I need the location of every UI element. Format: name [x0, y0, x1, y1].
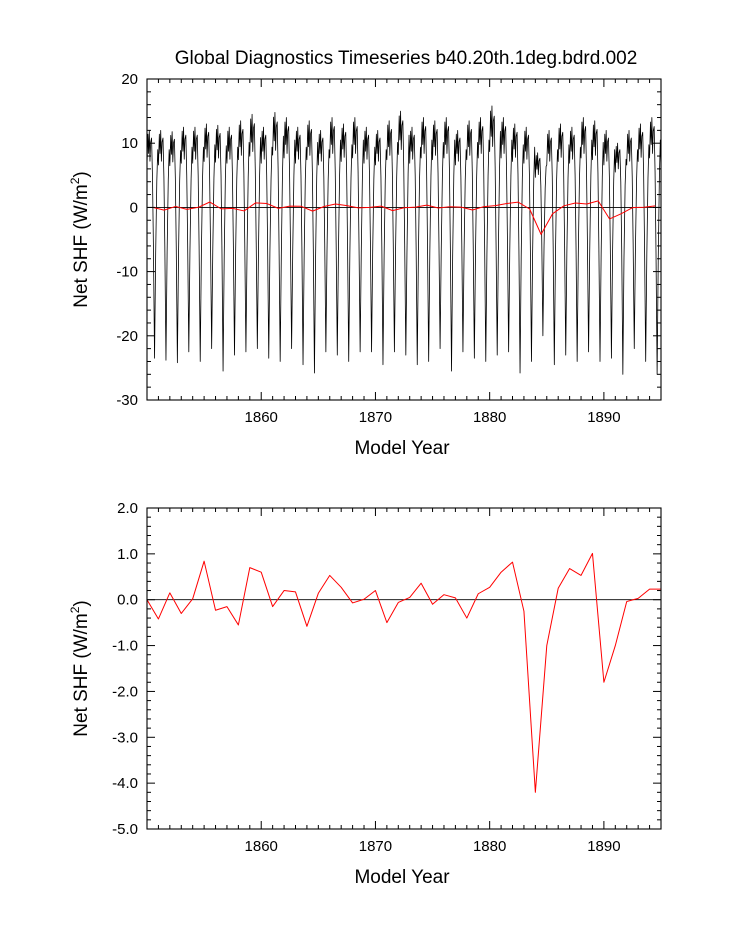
y-axis-label-superscript: 2	[68, 177, 82, 184]
x-tick-label: 1870	[359, 838, 392, 855]
y-tick-label: 0.0	[117, 592, 138, 609]
y-axis-label-text: Net SHF (W/m	[71, 184, 92, 308]
x-tick-label: 1880	[473, 409, 506, 426]
y-tick-label: -1.0	[112, 638, 138, 655]
x-axis-label: Model Year	[354, 867, 450, 888]
y-tick-label: 20	[121, 71, 138, 88]
y-tick-label: -5.0	[112, 821, 138, 838]
chart-2: 1860 1870 1880 1890 -5.0 -4.0 -3.0 -2.0 -1.0 0.0 1…	[68, 500, 662, 888]
y-tick-label: 1.0	[117, 546, 138, 563]
y-axis-label: Net SHF (W/m2)	[68, 600, 92, 737]
x-axis-label: Model Year	[354, 438, 450, 459]
x-tick-label: 1890	[587, 409, 620, 426]
y-tick-label: -4.0	[112, 775, 138, 792]
series-line-annual-mean	[152, 200, 656, 235]
y-tick-label: -10	[116, 264, 138, 281]
y-tick-label: -30	[116, 392, 138, 409]
y-axis-label-superscript: 2	[68, 606, 82, 613]
x-tick-label: 1870	[359, 409, 392, 426]
chart-1: Global Diagnostics Timeseries b40.20th.1…	[68, 48, 662, 459]
y-axis-label-close: )	[71, 171, 92, 177]
x-tick-label: 1880	[473, 838, 506, 855]
series-line-annual-mean	[146, 552, 661, 793]
y-axis-label: Net SHF (W/m2)	[68, 171, 92, 308]
y-axis-label-text: Net SHF (W/m	[71, 613, 92, 737]
plot-frame	[146, 78, 662, 401]
plot-frame	[146, 507, 662, 830]
y-tick-label: 10	[121, 135, 138, 152]
chart-title: Global Diagnostics Timeseries b40.20th.1…	[175, 48, 638, 69]
y-tick-label: -3.0	[112, 729, 138, 746]
x-tick-label: 1860	[245, 409, 278, 426]
y-tick-label: -2.0	[112, 683, 138, 700]
y-tick-label: 2.0	[117, 500, 138, 517]
series-line-monthly	[146, 105, 662, 375]
y-axis-label-close: )	[71, 600, 92, 606]
x-tick-label: 1890	[587, 838, 620, 855]
x-tick-label: 1860	[245, 838, 278, 855]
y-tick-label: 0	[130, 199, 138, 216]
y-tick-label: -20	[116, 328, 138, 345]
